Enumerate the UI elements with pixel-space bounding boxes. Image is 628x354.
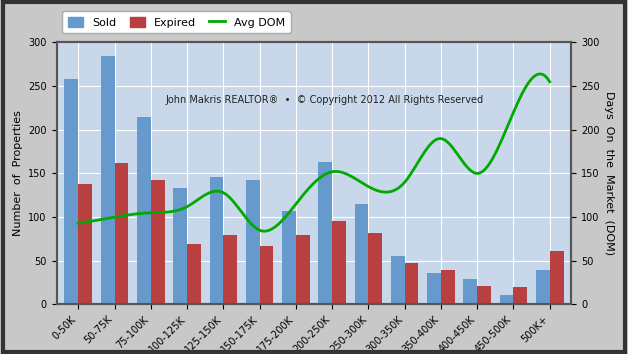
Bar	[536, 270, 550, 304]
Avg DOM	[103, 216, 111, 221]
Bar	[210, 177, 224, 304]
Bar	[282, 211, 296, 304]
Avg DOM	[536, 72, 544, 76]
Bar	[500, 295, 514, 304]
Bar	[173, 188, 187, 304]
Bar	[369, 233, 382, 304]
Bar	[246, 181, 259, 304]
Avg DOM	[75, 221, 82, 225]
Bar	[441, 270, 455, 304]
Y-axis label: Days  On  the  Market  (DOM): Days On the Market (DOM)	[604, 91, 614, 256]
Bar	[514, 287, 528, 304]
Legend: Sold, Expired, Avg DOM: Sold, Expired, Avg DOM	[62, 11, 291, 33]
Bar	[355, 204, 369, 304]
Avg DOM	[200, 194, 208, 198]
Bar	[65, 79, 78, 304]
Avg DOM	[546, 80, 553, 84]
Text: John Makris REALTOR®  •  © Copyright 2012 All Rights Reserved: John Makris REALTOR® • © Copyright 2012 …	[165, 95, 484, 105]
Bar	[187, 244, 201, 304]
Bar	[151, 179, 165, 304]
Bar	[259, 246, 273, 304]
Bar	[332, 221, 346, 304]
Line: Avg DOM: Avg DOM	[78, 74, 550, 231]
Bar	[477, 286, 491, 304]
Bar	[404, 263, 418, 304]
Avg DOM	[508, 114, 516, 118]
Bar	[224, 235, 237, 304]
Bar	[427, 273, 441, 304]
Bar	[463, 279, 477, 304]
Y-axis label: Number  of  Properties: Number of Properties	[13, 110, 23, 236]
Bar	[391, 256, 404, 304]
Bar	[550, 251, 563, 304]
Avg DOM	[94, 218, 101, 222]
Avg DOM	[524, 81, 532, 85]
Avg DOM	[262, 229, 269, 233]
Bar	[100, 56, 114, 304]
Bar	[296, 235, 310, 304]
Bar	[78, 184, 92, 304]
Avg DOM	[162, 210, 170, 214]
Bar	[318, 162, 332, 304]
Bar	[114, 163, 128, 304]
Bar	[137, 117, 151, 304]
